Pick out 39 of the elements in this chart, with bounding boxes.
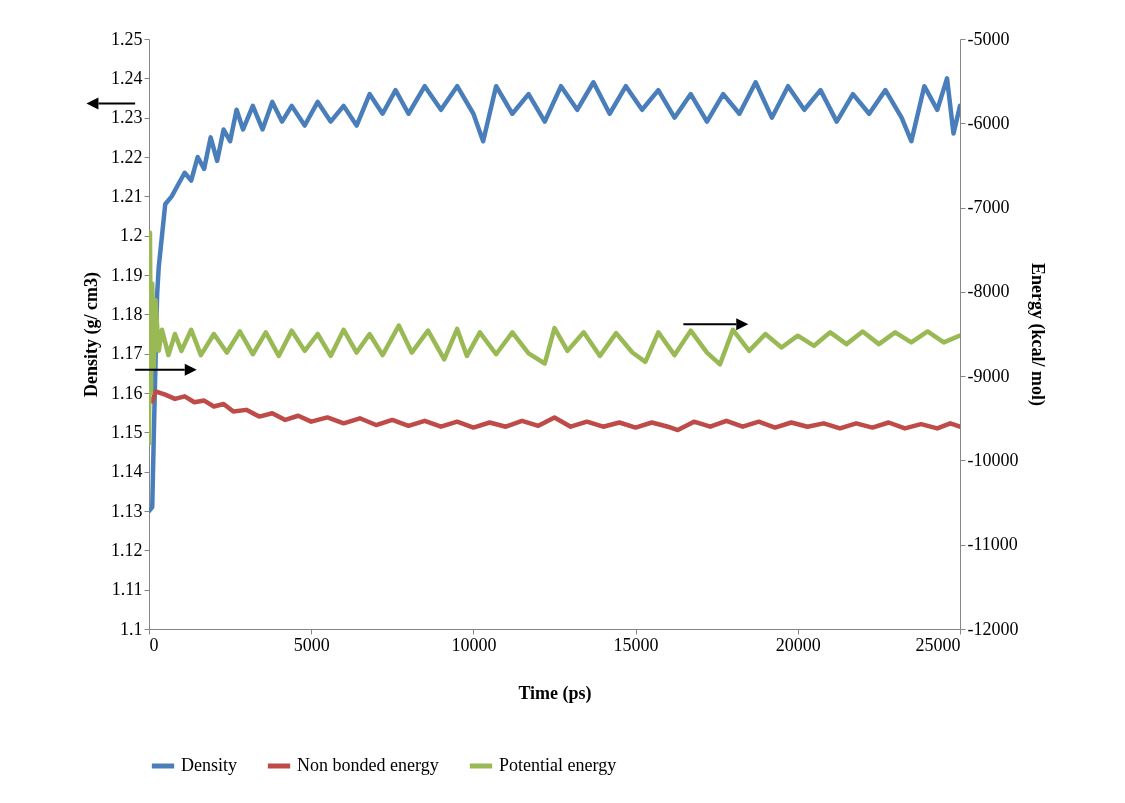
y2-tick-label: -11000 [967, 534, 1018, 555]
y-tick-label: 1.13 [111, 500, 143, 521]
line-series [149, 230, 960, 446]
y2-tick-label: -12000 [967, 618, 1019, 639]
y2-tick-label: -10000 [967, 449, 1019, 470]
y-tick-label: 1.12 [111, 539, 143, 560]
y-tick-label: 1.15 [111, 421, 143, 442]
y2-tick-label: -6000 [967, 112, 1010, 133]
line-series [149, 389, 960, 433]
y-axis-title: Density (g/ cm3) [81, 272, 102, 397]
legend-label: Density [181, 755, 237, 775]
x-tick-label: 25000 [915, 634, 961, 655]
line-series [149, 76, 960, 514]
y2-tick-label: -7000 [967, 197, 1010, 218]
legend-label: Non bonded energy [297, 755, 439, 775]
y-tick-label: 1.22 [111, 146, 143, 167]
y-tick-label: 1.16 [111, 382, 143, 403]
x-tick-label: 0 [149, 634, 159, 655]
y2-tick-label: -9000 [967, 365, 1010, 386]
legend-label: Potential energy [499, 755, 617, 775]
y-tick-label: 1.19 [111, 264, 143, 285]
y-tick-label: 1.21 [111, 185, 143, 206]
y-tick-label: 1.17 [111, 343, 143, 364]
x-tick-label: 20000 [775, 634, 821, 655]
x-tick-label: 5000 [293, 634, 330, 655]
y-tick-label: 1.18 [111, 303, 143, 324]
y2-axis-title: Energy (kcal/ mol) [1027, 263, 1049, 406]
x-tick-label: 10000 [451, 634, 497, 655]
y-tick-label: 1.24 [111, 67, 143, 88]
y-tick-label: 1.1 [120, 618, 143, 639]
y-tick-label: 1.2 [120, 225, 143, 246]
y-tick-label: 1.14 [111, 461, 143, 482]
x-tick-label: 15000 [613, 634, 659, 655]
y2-tick-label: -8000 [967, 281, 1010, 302]
y-tick-label: 1.25 [111, 28, 143, 49]
y-tick-label: 1.23 [111, 107, 143, 128]
x-axis-title: Time (ps) [518, 682, 592, 704]
y2-tick-label: -5000 [967, 28, 1010, 49]
y-tick-label: 1.11 [111, 579, 143, 600]
